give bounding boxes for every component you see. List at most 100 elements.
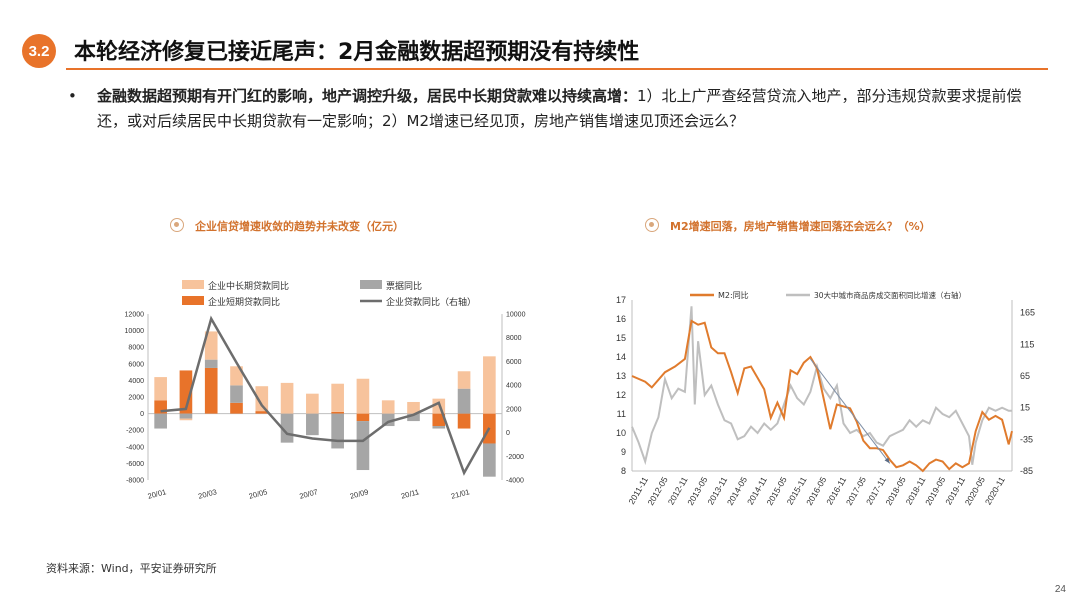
y-tick-label-left: 10000 [125,328,145,335]
y-tick-label-left: 2000 [128,395,144,402]
source-note: 资料来源：Wind，平安证券研究所 [46,562,217,575]
page-number: 24 [1054,584,1066,595]
x-tick-label: 21/01 [450,487,470,501]
bullet-lead: 金融数据超预期有开门红的影响，地产调控升级，居民中长期贷款难以持续高增： [97,87,638,105]
chart1-title: 企业信贷增速收敛的趋势并未改变（亿元） [195,220,404,233]
bar [154,413,167,429]
bar [154,377,167,401]
y-tick-label-right: -4000 [506,478,524,485]
bar [331,411,344,414]
bar [331,413,344,449]
line-series-enterprise-loans [160,315,491,476]
x-tick-label: 20/05 [248,487,268,501]
x-tick-label: 2020-11 [983,475,1007,507]
legend-label: 票据同比 [386,280,422,292]
bar [179,370,193,414]
bullet-marker: • [68,87,77,105]
y-tick-label-right: 2000 [506,406,522,413]
target-icon [170,218,184,232]
target-icon [645,218,659,232]
bar [230,366,243,386]
legend-label: 企业短期贷款同比 [208,296,280,308]
bar [356,413,370,422]
y-tick-label-left: -8000 [126,478,144,485]
y-tick-label-left: 4000 [128,378,144,385]
bullet-body: 1）北上广严查经营贷流入地产，部分违规贷款要求提前偿还，或对后续居民中长期贷款有… [97,87,1022,130]
line-series-m2 [631,319,1013,473]
title-divider [66,68,1048,70]
bar [179,413,193,419]
y-tick-label-right: 65 [1020,371,1030,381]
bar [179,418,193,421]
bar [331,383,344,412]
y-tick-label-right: -2000 [506,454,524,461]
bar [255,386,269,412]
bar [204,367,218,414]
bar [255,411,269,414]
bar [230,385,243,403]
y-tick-label-right: 10000 [506,312,526,319]
trend-arrowhead [884,457,890,464]
y-tick-label-left: 8 [621,466,626,476]
y-tick-label-right: 6000 [506,359,522,366]
bar [457,413,471,429]
y-tick-label-left: 15 [616,333,626,343]
bar [407,413,420,422]
bar [381,400,395,414]
bar [280,382,294,414]
y-tick-label-right: -85 [1020,466,1033,476]
bar [306,393,319,414]
legend-swatch [182,296,204,305]
x-tick-label: 20/01 [147,487,167,501]
y-tick-label-left: 12 [616,390,626,400]
section-number-badge: 3.2 [22,34,56,68]
x-tick-label: 20/09 [349,487,369,501]
legend-label: 企业中长期贷款同比 [208,280,289,292]
y-tick-label-left: 13 [616,371,626,381]
line-series-housing-sales [631,306,1012,466]
bar [356,421,370,471]
y-tick-label-left: 12000 [125,312,145,319]
legend-swatch [360,280,382,289]
y-tick-label-left: -4000 [126,444,144,451]
y-tick-label-left: 16 [616,314,626,324]
chart2-svg: M2:同比 30大中城市商品房成交面积同比增速（右轴） 8 9 10 11 12 13 14 15… [616,290,1035,507]
bar [483,356,496,414]
legend-swatch [182,280,204,289]
x-tick-label: 20/03 [197,487,217,501]
legend-label: 30大中城市商品房成交面积同比增速（右轴） [814,290,966,300]
y-tick-label-right: 15 [1020,403,1030,413]
y-tick-label-left: 0 [140,411,144,418]
bar [432,413,446,427]
bar [432,426,446,429]
y-tick-label-right: -35 [1020,434,1033,444]
x-tick-label: 20/07 [298,487,318,501]
legend-label: 企业贷款同比（右轴） [386,296,476,308]
chart2-title: M2增速回落，房地产销售增速回落还会远么？（%） [670,220,931,233]
y-tick-label-left: 8000 [128,345,144,352]
y-tick-label-left: -2000 [126,428,144,435]
bar [457,388,471,414]
bar [306,413,319,436]
bar [483,443,496,477]
bar [457,371,471,389]
y-tick-label-left: 17 [616,295,626,305]
bar [407,401,420,414]
bar [204,331,218,360]
y-tick-label-left: 10 [616,428,626,438]
bar [230,402,243,414]
x-tick-label: 20/11 [400,487,420,500]
y-tick-label-right: 165 [1020,308,1035,318]
y-tick-label-left: -6000 [126,461,144,468]
y-tick-label-left: 6000 [128,361,144,368]
trend-arrow [810,358,891,464]
bar [204,359,218,368]
y-tick-label-right: 8000 [506,335,522,342]
y-tick-label-left: 9 [621,447,626,457]
y-tick-label-right: 115 [1020,339,1034,349]
y-tick-label-left: 11 [617,409,626,419]
legend-label: M2:同比 [718,290,749,300]
y-tick-label-right: 4000 [506,383,522,390]
bar [356,378,370,414]
